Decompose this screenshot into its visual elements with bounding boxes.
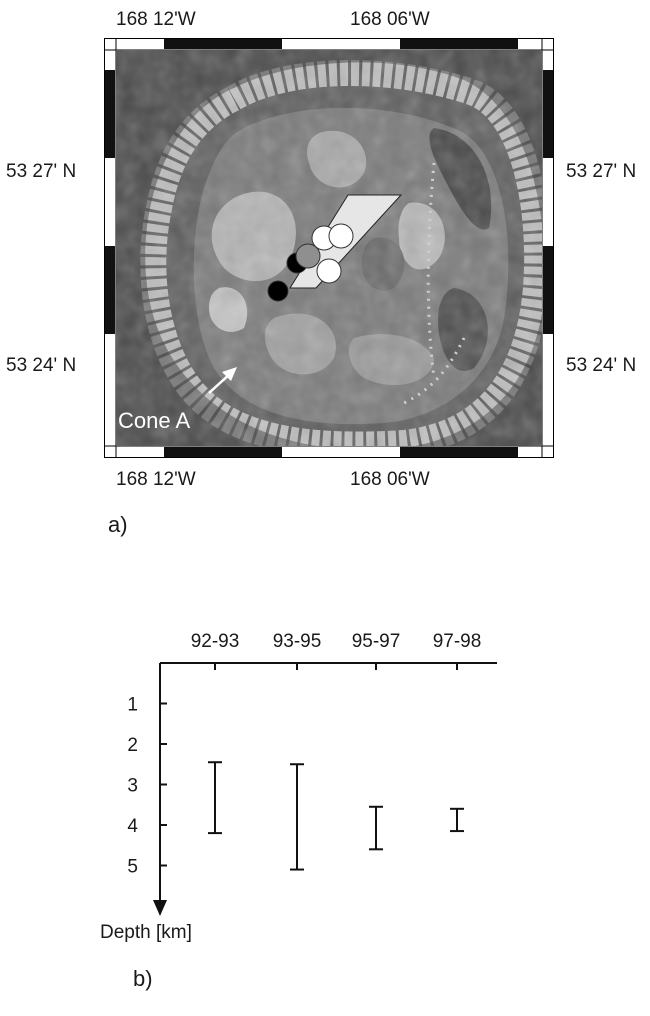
y-axis-arrow bbox=[153, 900, 167, 916]
source-marker bbox=[295, 243, 321, 269]
y-tick-label: 3 bbox=[127, 776, 138, 797]
map-panel: Cone A bbox=[104, 38, 554, 458]
y-tick-label: 5 bbox=[127, 857, 138, 878]
lat-label-left-1: 53 27' N bbox=[6, 161, 77, 182]
lon-label-bottom-1: 168 12'W bbox=[116, 469, 196, 490]
x-tick-label: 95-97 bbox=[352, 631, 401, 652]
depth-range-bar bbox=[450, 807, 464, 833]
lon-label-top-2: 168 06'W bbox=[350, 9, 430, 30]
y-axis-label: Depth [km] bbox=[100, 922, 192, 943]
cone-a-label: Cone A bbox=[118, 408, 191, 433]
y-tick-label: 2 bbox=[127, 735, 138, 756]
cone-a-arrow bbox=[208, 367, 237, 394]
x-tick-label: 97-98 bbox=[433, 631, 482, 652]
deformation-map bbox=[104, 38, 554, 458]
panel-b-label: b) bbox=[133, 966, 153, 991]
depth-range-bar bbox=[369, 805, 383, 851]
x-tick-label: 92-93 bbox=[191, 631, 240, 652]
x-tick-label: 93-95 bbox=[273, 631, 322, 652]
lat-label-left-2: 53 24' N bbox=[6, 355, 77, 376]
y-tick-label: 4 bbox=[127, 816, 138, 837]
lat-label-right-2: 53 24' N bbox=[566, 355, 637, 376]
y-tick-label: 1 bbox=[127, 695, 138, 716]
source-markers bbox=[267, 223, 354, 302]
depth-range-bar bbox=[290, 763, 304, 871]
lat-label-right-1: 53 27' N bbox=[566, 161, 637, 182]
depth-chart-panel: 92-93 93-95 95-97 97-98 1 2 3 4 5 Depth [km] bbox=[0, 600, 650, 980]
depth-range-bar bbox=[208, 761, 222, 835]
source-marker bbox=[267, 280, 289, 302]
depth-chart: 92-93 93-95 95-97 97-98 1 2 3 4 5 Depth [km] bbox=[100, 631, 497, 943]
source-marker bbox=[316, 258, 342, 284]
source-marker bbox=[328, 223, 354, 249]
panel-a-label: a) bbox=[108, 512, 128, 537]
lon-label-bottom-2: 168 06'W bbox=[350, 469, 430, 490]
lon-label-top-1: 168 12'W bbox=[116, 9, 196, 30]
